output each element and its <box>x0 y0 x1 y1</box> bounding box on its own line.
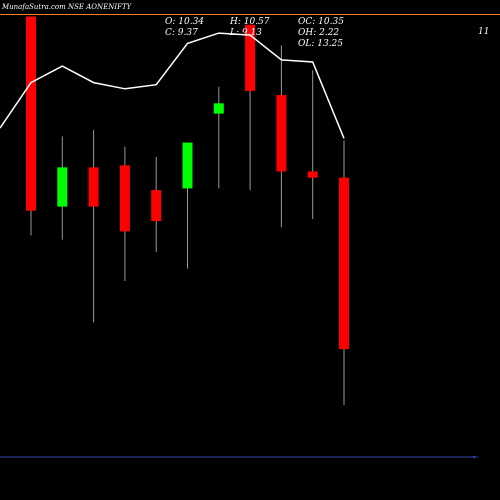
candle-body <box>182 142 193 189</box>
candle-body <box>57 167 68 207</box>
oh-label: OH: 2.22 <box>298 28 339 38</box>
trend-line <box>0 32 345 139</box>
candle-body <box>88 167 99 207</box>
close-label: C: 9.37 <box>165 28 198 38</box>
baseline-marker <box>472 455 476 459</box>
candle-body <box>307 171 318 178</box>
chart-title: MunafaSutra.com NSE AONENIFTY <box>1 3 133 11</box>
candle-body <box>151 190 162 222</box>
low-label: L: 9.13 <box>229 28 262 38</box>
oc-label: OC: 10.35 <box>298 17 344 27</box>
price-tag: 11 <box>478 27 489 37</box>
candle-body <box>339 177 349 350</box>
candle-body <box>213 103 224 114</box>
ol-label: OL: 13.25 <box>298 39 343 49</box>
open-label: O: 10.34 <box>165 17 204 27</box>
high-label: H: 10.57 <box>229 17 270 27</box>
candles-group <box>26 16 349 405</box>
candle-body <box>276 95 287 172</box>
candle-body <box>26 16 36 211</box>
candle-body <box>119 165 130 232</box>
candle-body <box>245 24 256 91</box>
